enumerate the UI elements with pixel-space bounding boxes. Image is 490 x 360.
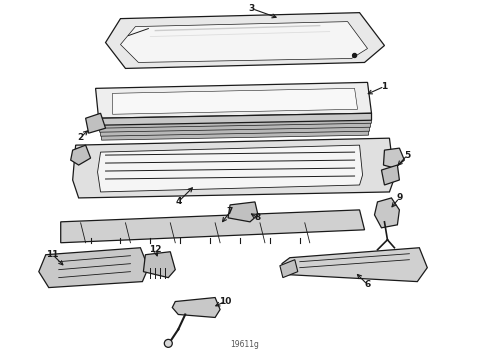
Polygon shape [228,202,258,222]
Polygon shape [374,198,399,228]
Text: 1: 1 [381,82,388,91]
Text: 6: 6 [365,280,370,289]
Text: 4: 4 [175,197,181,206]
Polygon shape [105,13,385,68]
Text: 2: 2 [77,133,84,142]
Text: 7: 7 [227,207,233,216]
Text: 9: 9 [396,193,403,202]
Text: 19611g: 19611g [231,340,259,349]
Polygon shape [282,248,427,282]
Polygon shape [382,165,399,185]
Polygon shape [99,119,370,132]
Polygon shape [144,252,175,278]
Polygon shape [39,248,148,288]
Polygon shape [121,22,368,62]
Circle shape [164,339,172,347]
Circle shape [353,54,357,58]
Polygon shape [98,113,371,125]
Polygon shape [98,145,363,192]
Polygon shape [172,298,220,318]
Polygon shape [96,82,371,118]
Polygon shape [73,138,394,198]
Polygon shape [98,115,371,128]
Text: 12: 12 [149,245,162,254]
Polygon shape [100,123,369,136]
Text: 10: 10 [219,297,231,306]
Polygon shape [61,210,365,243]
Text: 11: 11 [47,250,59,259]
Polygon shape [280,260,298,278]
Text: 5: 5 [404,150,411,159]
Text: 3: 3 [249,4,255,13]
Polygon shape [113,88,358,114]
Polygon shape [86,113,105,133]
Polygon shape [71,145,91,165]
Text: 8: 8 [255,213,261,222]
Polygon shape [384,148,404,168]
Polygon shape [101,127,368,140]
